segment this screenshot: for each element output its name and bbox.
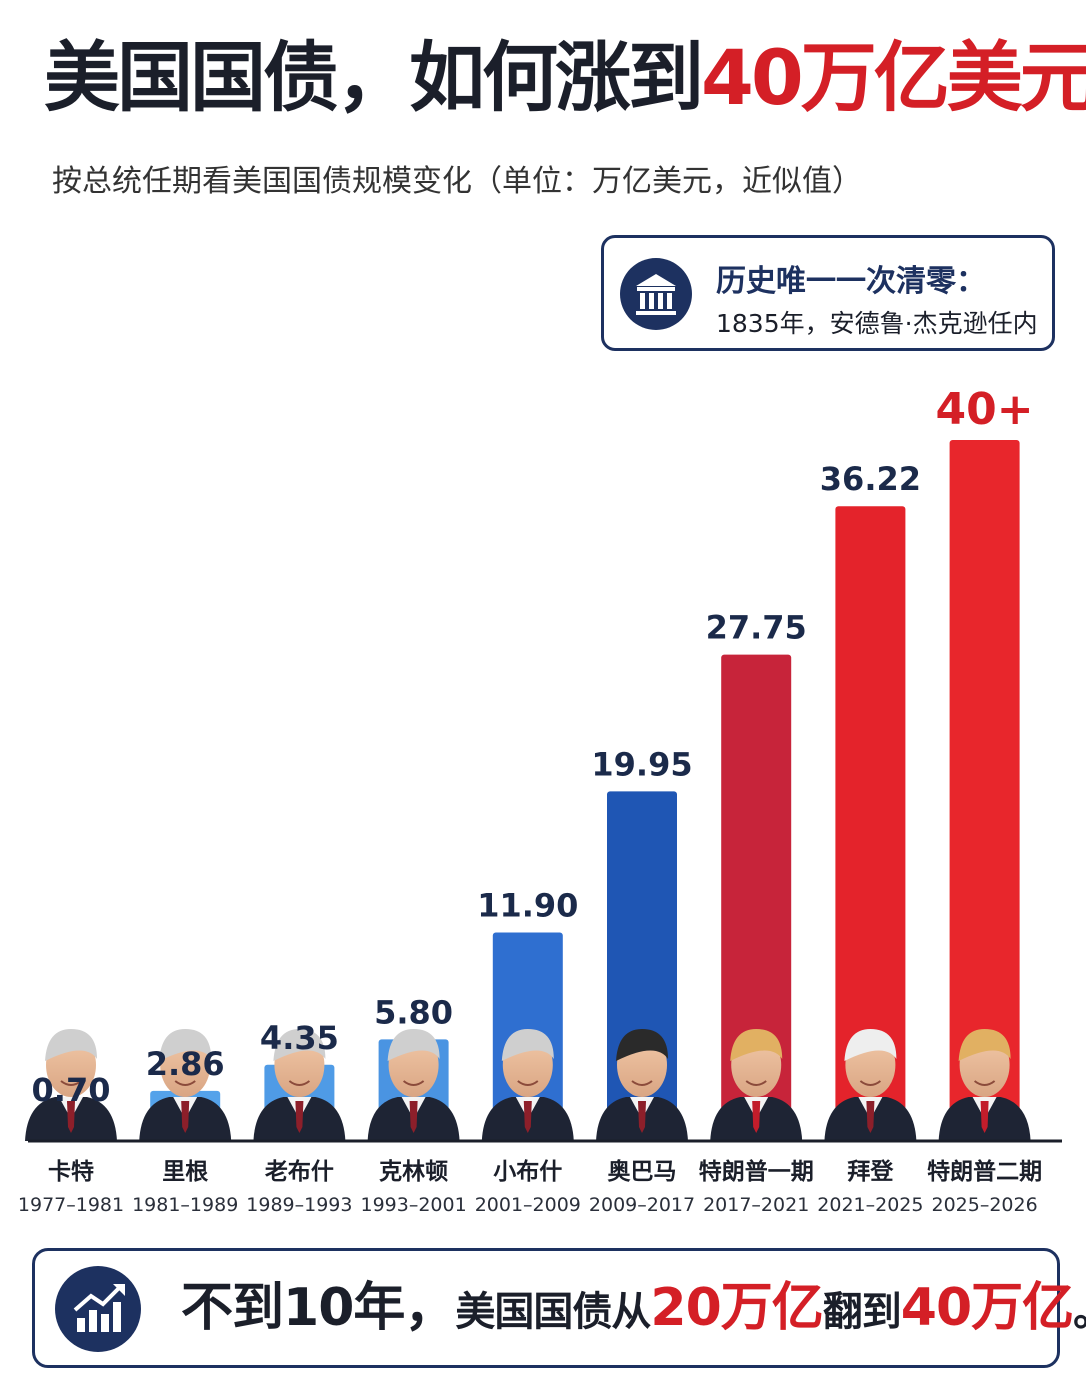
category-label-3: 克林顿 [379, 1158, 448, 1185]
footer-text: 不到10年，美国国债从20万亿翻到40万亿。 [181, 1277, 1086, 1343]
category-label-1: 里根 [162, 1159, 208, 1185]
period-label-7: 2021–2025 [817, 1194, 923, 1216]
category-label-5: 奥巴马 [608, 1158, 677, 1185]
period-label-0: 1977–1981 [18, 1194, 124, 1216]
president-portrait-icon-5 [596, 1029, 688, 1141]
value-label-3: 5.80 [374, 993, 453, 1031]
president-portrait-icon-6 [710, 1029, 803, 1141]
bar-7 [835, 506, 906, 1141]
footer-part3: 美国国债从 [455, 1289, 651, 1335]
footer-part5: 翻到 [822, 1289, 902, 1335]
period-label-1: 1981–1989 [132, 1194, 238, 1216]
value-label-6: 27.75 [706, 609, 807, 647]
period-label-6: 2017–2021 [703, 1194, 809, 1216]
footer-part4: 20万亿 [650, 1278, 823, 1338]
note-text: 1835年，安德鲁·杰克逊任内 [716, 309, 1038, 338]
president-portrait-icon-0 [25, 1029, 117, 1141]
period-label-2: 1989–1993 [246, 1194, 352, 1216]
value-label-8: 40+ [936, 384, 1034, 435]
footer-summary-box: 不到10年，美国国债从20万亿翻到40万亿。 [32, 1248, 1086, 1368]
footer-part2: 10年， [283, 1278, 456, 1338]
footer-part7: 。 [1073, 1289, 1086, 1335]
footer-part1: 不到 [181, 1278, 284, 1338]
value-label-4: 11.90 [477, 886, 578, 924]
president-portrait-icon-2 [253, 1029, 346, 1141]
note-heading: 历史唯一一次清零： [716, 264, 986, 299]
value-label-5: 19.95 [591, 745, 692, 783]
category-label-0: 卡特 [48, 1159, 94, 1185]
value-label-2: 4.35 [260, 1019, 339, 1057]
bank-icon [620, 258, 692, 330]
president-portrait-icon-4 [481, 1029, 574, 1141]
page-subtitle: 按总统任期看美国国债规模变化（单位：万亿美元，近似值） [52, 164, 862, 199]
title-main: 美国国债，如何涨到 [44, 33, 704, 122]
category-label-2: 老布什 [264, 1158, 334, 1185]
category-label-8: 特朗普二期 [927, 1158, 1042, 1185]
footer-part6: 40万亿 [900, 1278, 1074, 1338]
period-label-5: 2009–2017 [589, 1194, 695, 1216]
category-label-6: 特朗普一期 [699, 1158, 814, 1185]
category-label-7: 拜登 [847, 1159, 894, 1185]
page-title: 美国国债，如何涨到40万亿美元? [44, 28, 1086, 128]
president-portrait-icon-3 [367, 1029, 460, 1141]
president-portrait-icon-1 [139, 1029, 232, 1141]
title-highlight: 40万亿美元? [701, 33, 1086, 122]
history-note-box: 历史唯一一次清零： 1835年，安德鲁·杰克逊任内 [601, 235, 1055, 351]
growth-chart-icon [55, 1266, 141, 1352]
value-label-1: 2.86 [146, 1045, 225, 1083]
period-label-4: 2001–2009 [475, 1194, 581, 1216]
period-label-3: 1993–2001 [360, 1194, 466, 1216]
president-portrait-icon-8 [938, 1029, 1031, 1141]
debt-bar-chart: 0.70 卡特 1977–1981 2.86 里根 1981–1989 4.35 老布什 198… [18, 384, 1062, 1216]
period-label-8: 2025–2026 [931, 1194, 1037, 1216]
category-label-4: 小布什 [493, 1158, 562, 1185]
value-label-0: 0.70 [32, 1071, 111, 1109]
president-portrait-icon-7 [824, 1029, 917, 1141]
value-label-7: 36.22 [820, 460, 921, 498]
bar-6 [721, 654, 792, 1141]
bar-8 [949, 440, 1020, 1141]
